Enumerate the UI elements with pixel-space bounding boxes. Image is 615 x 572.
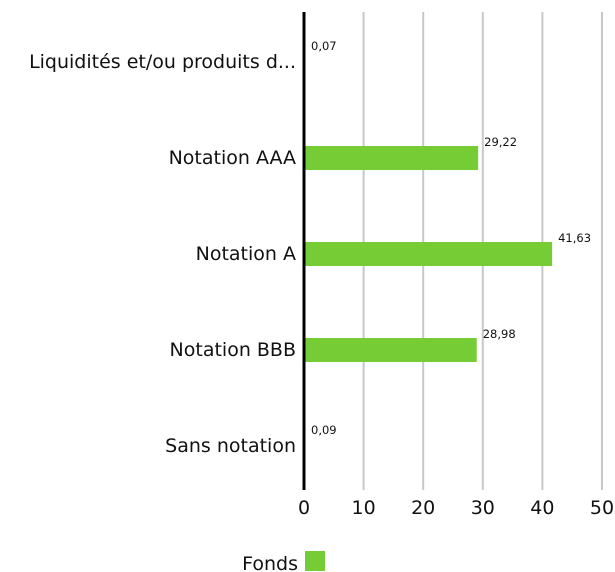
x-tick-label: 0 xyxy=(298,497,310,519)
legend-label: Fonds xyxy=(242,553,298,572)
data-label: 0,09 xyxy=(311,423,337,437)
x-tick-label: 30 xyxy=(471,497,495,519)
category-label: Notation AAA xyxy=(169,147,296,169)
legend-swatch xyxy=(305,551,325,571)
bars xyxy=(304,50,553,458)
x-tick-label: 40 xyxy=(530,497,554,519)
data-labels: 0,07 29,22 41,63 28,98 0,09 xyxy=(311,39,591,437)
bar xyxy=(304,146,479,170)
legend: Fonds xyxy=(242,551,325,572)
category-label: Notation BBB xyxy=(170,339,296,361)
x-tick-labels: 0 10 20 30 40 50 xyxy=(298,497,614,519)
x-tick-label: 50 xyxy=(590,497,614,519)
bar xyxy=(304,242,553,266)
category-label: Liquidités et/ou produits d... xyxy=(29,51,296,73)
data-label: 0,07 xyxy=(311,39,337,53)
data-label: 29,22 xyxy=(484,135,517,149)
category-labels: Liquidités et/ou produits d... Notation A… xyxy=(29,51,296,457)
category-label: Notation A xyxy=(196,243,296,265)
data-label: 28,98 xyxy=(483,327,516,341)
data-label: 41,63 xyxy=(558,231,591,245)
x-tick-label: 20 xyxy=(411,497,435,519)
bar xyxy=(304,338,477,362)
x-tick-label: 10 xyxy=(352,497,376,519)
category-label: Sans notation xyxy=(165,435,296,457)
